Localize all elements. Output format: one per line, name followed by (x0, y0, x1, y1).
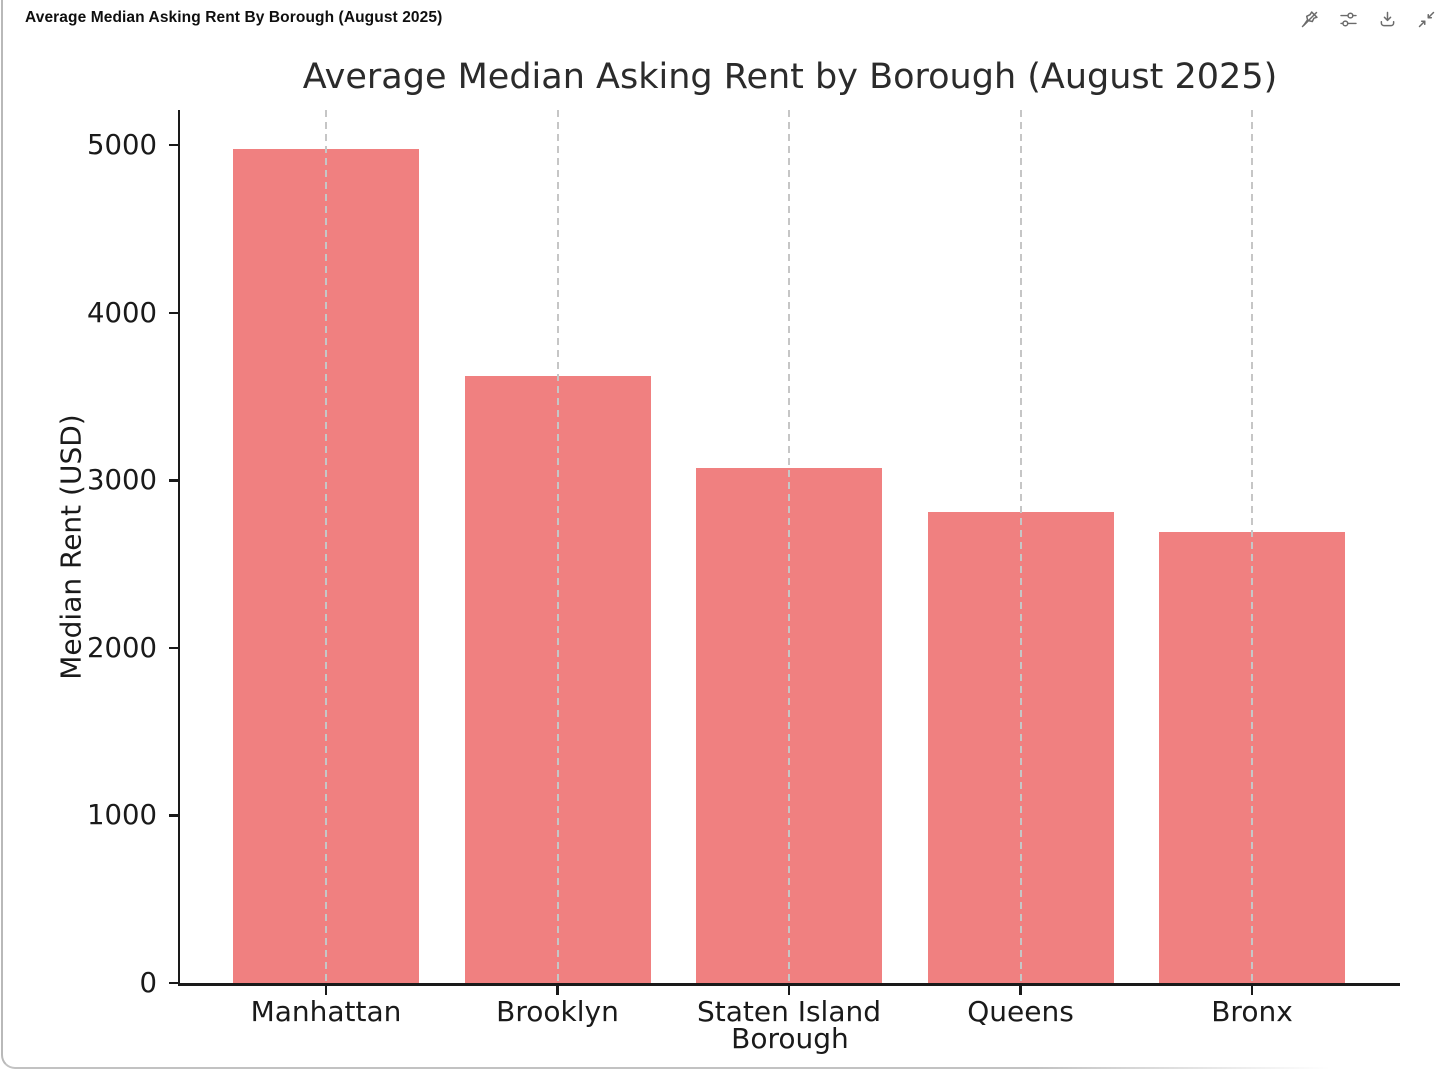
y-axis-spine (177, 110, 180, 986)
gridline (556, 110, 559, 983)
x-axis-label: Borough (731, 1022, 849, 1055)
y-tick-label: 1000 (87, 799, 157, 832)
sliders-icon (1339, 11, 1357, 27)
chart-toolbar (1295, 5, 1440, 33)
y-tick-label: 0 (139, 967, 158, 999)
chart-title: Average Median Asking Rent by Borough (A… (302, 57, 1278, 97)
y-tick-label: 5000 (87, 129, 157, 162)
y-tick-mark (168, 143, 178, 147)
x-tick-label: Manhattan (250, 995, 402, 1028)
collapse-button[interactable] (1412, 5, 1440, 33)
unpin-icon (1301, 10, 1318, 27)
gridline (325, 110, 327, 983)
x-tick-mark (324, 985, 328, 995)
collapse-icon (1418, 11, 1434, 27)
x-tick-label: Bronx (1211, 995, 1293, 1028)
x-tick-mark (1019, 985, 1022, 995)
panel-title: Average Median Asking Rent By Borough (A… (25, 9, 443, 26)
settings-button[interactable] (1334, 5, 1362, 33)
y-tick-mark (168, 311, 178, 314)
y-tick-mark (168, 814, 178, 817)
x-tick-label: Staten Island (696, 995, 882, 1028)
gridline (1019, 110, 1022, 983)
x-tick-label: Brooklyn (496, 995, 619, 1028)
download-icon (1380, 11, 1394, 26)
x-tick-mark (556, 985, 559, 995)
x-tick-label: Queens (967, 995, 1074, 1028)
y-tick-mark (168, 479, 178, 482)
gridline (1251, 110, 1253, 983)
y-tick-mark (168, 646, 178, 650)
download-button[interactable] (1373, 5, 1401, 33)
gridline (788, 110, 790, 983)
y-tick-mark (168, 981, 178, 985)
x-tick-mark (787, 985, 791, 995)
unpin-button[interactable] (1295, 5, 1323, 33)
x-axis-spine (177, 983, 1400, 986)
y-tick-label: 2000 (87, 631, 157, 664)
x-tick-mark (1250, 985, 1254, 995)
y-tick-label: 3000 (87, 464, 157, 497)
y-tick-label: 4000 (87, 296, 157, 329)
